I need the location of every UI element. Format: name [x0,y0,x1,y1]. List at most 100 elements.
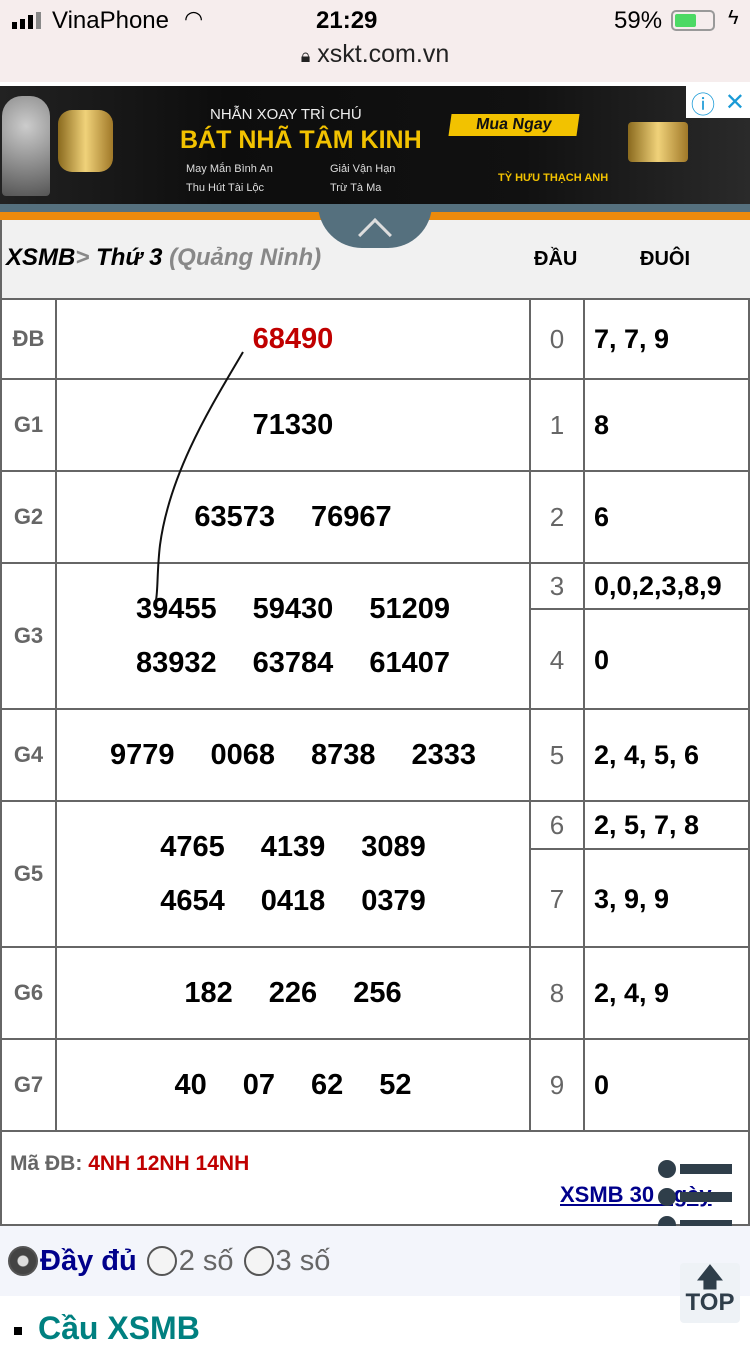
radio-button[interactable] [243,1246,274,1276]
loto-dau: 8 [531,948,585,1038]
ad-line1: NHẪN XOAY TRÌ CHÚ [210,106,362,123]
battery-percent: 59% [614,7,663,34]
prize-numbers: 63573 76967 [57,472,531,562]
breadcrumb: XSMB> Thứ 3 (Quảng Ninh) [6,244,321,272]
prize-label: G4 [2,710,57,800]
prize-line: 63573 76967 [194,490,391,544]
display-option[interactable]: 3 số [243,1244,331,1278]
col-duoi-header: ĐUÔI [640,248,690,270]
prize-number: 61407 [369,647,450,679]
prize-number: 63573 [194,501,275,533]
loto-dau: 9 [531,1040,585,1130]
prize-number: 182 [184,977,233,1009]
prize-number: 71330 [252,409,334,441]
loto-duoi: 0,0,2,3,8,9 [594,570,722,601]
prize-number: 83932 [136,647,217,679]
prize-label: G6 [2,948,57,1038]
arrow-up-icon: 🡅 [696,1262,724,1292]
table-header: XSMB> Thứ 3 (Quảng Ninh) ĐẦU ĐUÔI [2,220,750,298]
section-link-cau-xsmb[interactable]: Cầu XSMB [14,1310,200,1347]
section-link-label: Cầu XSMB [38,1310,200,1346]
ad-feature: Thu Hút Tài Lộc [186,182,265,194]
product-image [628,122,688,162]
prize-number: 2333 [411,739,477,771]
col-dau-header: ĐẦU [534,248,578,270]
ad-info-icon[interactable]: ⓘ [690,91,715,119]
prize-number: 62 [311,1069,344,1101]
scroll-top-button[interactable]: 🡅 TOP [680,1263,740,1323]
ad-close-icon[interactable]: ✕ [724,88,746,116]
prize-line: 40 07 62 52 [174,1058,411,1112]
breadcrumb-root[interactable]: XSMB [6,244,76,271]
signal-icon [12,12,41,29]
url-domain: xskt.com.vn [317,40,450,68]
loto-duoi: 0 [594,644,610,675]
breadcrumb-day[interactable]: Thứ 3 [96,244,163,271]
prize-number: 39455 [136,593,217,625]
prize-number: 4654 [160,885,225,917]
prize-number: 9779 [109,739,175,771]
option-label: Đầy đủ [40,1244,137,1277]
menu-button[interactable] [658,1160,740,1234]
ad-banner[interactable]: NHẪN XOAY TRÌ CHÚ BÁT NHÃ TÂM KINH May M… [0,86,750,204]
carrier: VinaPhone [52,7,169,34]
table-footer: Mã ĐB: 4NH 12NH 14NH XSMB 30 ngày [2,1130,750,1224]
ad-product: TỲ HƯU THẠCH ANH [498,172,609,184]
loto-duoi: 3, 9, 9 [594,883,670,914]
prize-number: 63784 [252,647,334,679]
prize-label: G1 [2,380,57,470]
display-option[interactable]: Đầy đủ [8,1245,137,1278]
top-label: TOP [685,1289,735,1316]
prize-numbers: 9779 0068 8738 2333 [57,710,531,800]
ad-feature: Giải Vận Hạn [330,163,396,175]
prize-row: G6 182 226 256 8 2, 4, 9 [2,946,750,1038]
loto-dau: 4 [531,610,585,710]
prize-label: G2 [2,472,57,562]
prize-number: 76967 [311,501,392,533]
loto-dau: 5 [531,710,585,800]
prize-number: 52 [379,1069,412,1101]
prize-label: ĐB [2,300,57,378]
prize-line: 4765 4139 3089 [160,820,426,874]
loto-row: 6 2, 5, 7, 8 [531,802,750,848]
ma-db-value: 4NH 12NH 14NH [88,1152,250,1175]
prize-number: 4765 [160,831,225,863]
url-bar[interactable]: 🔒︎ xskt.com.vn [0,40,750,82]
prize-number: 0068 [210,739,275,771]
loto-duoi: 8 [594,409,610,440]
loto-dau: 2 [531,472,585,562]
option-label: 3 số [275,1244,331,1277]
prize-numbers: 39455 59430 51209 83932 63784 61407 [57,564,531,708]
loto-duoi: 6 [594,501,610,532]
prize-number: 0418 [260,885,326,917]
prize-line: 4654 0418 0379 [160,874,426,928]
display-option[interactable]: 2 số [146,1244,234,1278]
loto-dau: 0 [531,300,585,378]
battery-icon [671,10,715,31]
breadcrumb-province: (Quảng Ninh) [169,244,322,271]
radio-button[interactable] [146,1246,177,1276]
prize-label: G5 [2,802,57,946]
ma-db-label: Mã ĐB: [10,1152,83,1175]
prize-number: 0379 [361,885,426,917]
loto-duoi: 0 [594,1069,610,1100]
prize-label: G3 [2,564,57,708]
prize-row: G7 40 07 62 52 9 0 [2,1038,750,1130]
ad-cta-button[interactable]: Mua Ngay [448,114,580,136]
display-options: Đầy đủ 2 số 3 số [0,1226,750,1296]
radio-button[interactable] [8,1246,38,1276]
clock: 21:29 [316,7,378,34]
prize-number: 8738 [311,739,376,771]
chevron-up-icon [358,218,392,252]
prize-row: G2 63573 76967 2 6 [2,470,750,562]
prize-number: 59430 [252,593,334,625]
prize-number: 3089 [361,831,426,863]
bullet-icon [14,1326,22,1335]
prize-numbers: 40 07 62 52 [57,1040,531,1130]
loto-duoi: 7, 7, 9 [594,323,670,354]
prize-number: 226 [268,977,318,1009]
loto-duoi: 2, 4, 9 [594,977,670,1008]
option-label: 2 số [178,1244,234,1277]
loto-dau: 3 [531,564,585,608]
